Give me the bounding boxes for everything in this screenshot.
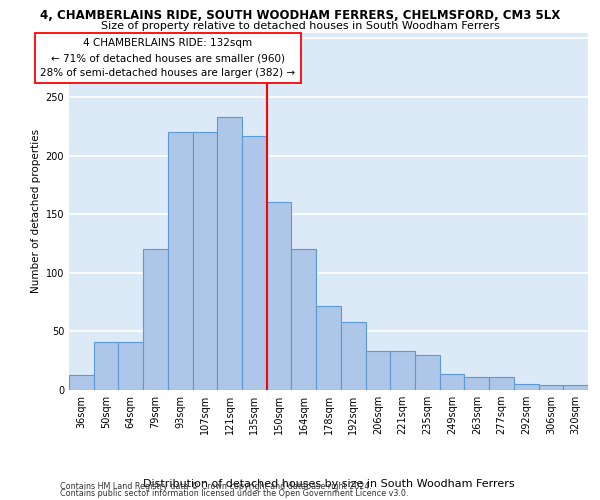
Bar xyxy=(514,384,539,390)
Bar xyxy=(217,117,242,390)
Bar xyxy=(168,132,193,390)
Bar xyxy=(118,342,143,390)
Text: 4 CHAMBERLAINS RIDE: 132sqm
← 71% of detached houses are smaller (960)
28% of se: 4 CHAMBERLAINS RIDE: 132sqm ← 71% of det… xyxy=(40,38,295,78)
Text: Contains public sector information licensed under the Open Government Licence v3: Contains public sector information licen… xyxy=(60,489,409,498)
Bar xyxy=(415,355,440,390)
Y-axis label: Number of detached properties: Number of detached properties xyxy=(31,129,41,294)
Bar xyxy=(489,377,514,390)
X-axis label: Distribution of detached houses by size in South Woodham Ferrers: Distribution of detached houses by size … xyxy=(143,479,514,489)
Bar xyxy=(69,375,94,390)
Text: Size of property relative to detached houses in South Woodham Ferrers: Size of property relative to detached ho… xyxy=(101,21,499,31)
Bar xyxy=(242,136,267,390)
Bar xyxy=(341,322,365,390)
Bar xyxy=(464,377,489,390)
Bar xyxy=(316,306,341,390)
Bar xyxy=(193,132,217,390)
Bar xyxy=(539,386,563,390)
Bar xyxy=(267,202,292,390)
Bar xyxy=(143,250,168,390)
Bar xyxy=(563,386,588,390)
Bar xyxy=(390,352,415,390)
Text: 4, CHAMBERLAINS RIDE, SOUTH WOODHAM FERRERS, CHELMSFORD, CM3 5LX: 4, CHAMBERLAINS RIDE, SOUTH WOODHAM FERR… xyxy=(40,9,560,22)
Bar xyxy=(292,250,316,390)
Text: Contains HM Land Registry data © Crown copyright and database right 2024.: Contains HM Land Registry data © Crown c… xyxy=(60,482,372,491)
Bar xyxy=(440,374,464,390)
Bar xyxy=(94,342,118,390)
Bar xyxy=(365,352,390,390)
